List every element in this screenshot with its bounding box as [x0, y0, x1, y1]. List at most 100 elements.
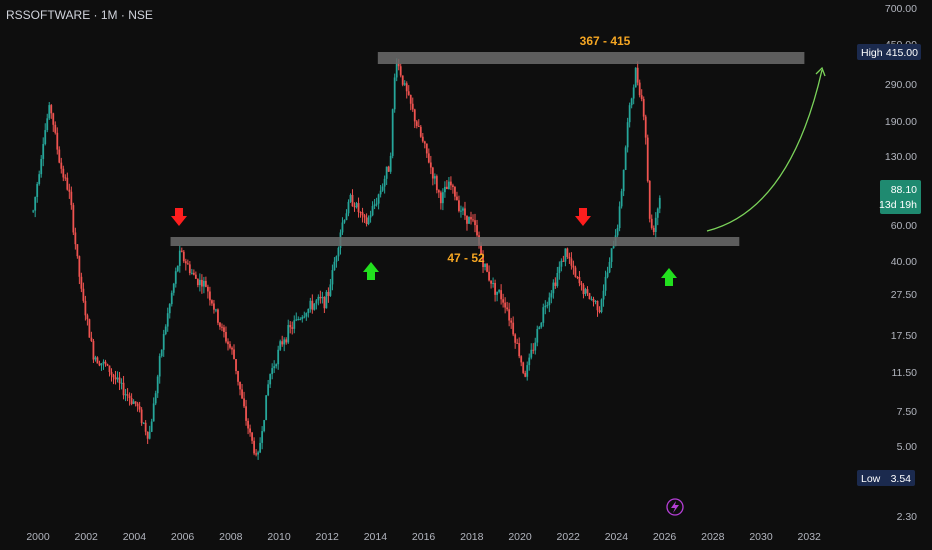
zone-label: 47 - 52 [447, 251, 485, 265]
candle-body [285, 339, 288, 343]
candle-body [297, 319, 300, 321]
candle-body [267, 384, 270, 396]
candle-body [421, 136, 424, 142]
lightning-icon[interactable] [666, 498, 684, 516]
y-tick-label: 11.50 [892, 367, 918, 379]
candle-body [307, 308, 310, 314]
candle-body [78, 256, 81, 277]
zones-layer: 367 - 415 47 - 52 [170, 34, 805, 265]
candle-body [433, 176, 436, 179]
candle-body [443, 186, 446, 193]
candle-body [88, 319, 91, 338]
candle-body [528, 357, 531, 366]
arrow-down-marker [171, 208, 187, 226]
candle-body [144, 422, 147, 432]
x-tick-label: 2018 [460, 531, 484, 543]
candle-body [355, 203, 358, 208]
candle-body [522, 362, 525, 373]
candle-body [445, 186, 448, 190]
candle-body [237, 370, 239, 382]
candle-body [351, 194, 354, 207]
candle-body [620, 191, 623, 207]
candle-body [215, 309, 217, 311]
candle-body [658, 197, 661, 209]
candle-body [632, 87, 635, 99]
candle-body [114, 377, 117, 380]
zone-box [377, 52, 805, 64]
candle-body [468, 217, 470, 224]
candle-body [323, 296, 326, 309]
candle-body [293, 320, 296, 329]
candle-body [486, 263, 488, 272]
candle-body [213, 303, 215, 310]
candle-body [241, 389, 243, 399]
candle-body [357, 203, 360, 213]
x-tick-label: 2000 [26, 531, 50, 543]
candle-body [182, 251, 185, 262]
candle-body [295, 319, 298, 321]
candle-body [66, 177, 69, 190]
candle-body [186, 263, 189, 265]
candle-body [289, 325, 292, 328]
candle-body [313, 303, 316, 310]
x-axis: 2000 2002 2004 2006 2008 2010 2012 2014 2016 2018… [26, 531, 821, 543]
candlestick-series [32, 58, 661, 460]
candle-body [233, 349, 235, 360]
y-axis: 700.00450.00290.00190.00130.0060.0040.00… [885, 3, 917, 523]
candle-body [409, 94, 412, 104]
candle-body [319, 296, 322, 299]
candle-body [347, 201, 350, 214]
candle-body [194, 274, 197, 279]
candle-body [582, 284, 585, 295]
candle-body [291, 327, 294, 329]
y-tick-label: 2.30 [897, 511, 918, 523]
candle-body [287, 325, 290, 343]
candle-body [452, 185, 454, 187]
candle-body [251, 432, 253, 441]
candle-body [84, 300, 87, 316]
candle-body [301, 317, 304, 319]
candle-body [502, 299, 505, 303]
zone-box [170, 237, 740, 246]
candle-body [148, 431, 151, 439]
candle-body [64, 177, 67, 179]
high-badge-value: 415.00 [886, 47, 918, 59]
candle-body [269, 374, 272, 385]
candle-body [512, 322, 515, 335]
candle-body [413, 109, 416, 122]
candle-body [439, 192, 442, 204]
candle-body [405, 83, 408, 92]
candle-body [369, 215, 372, 218]
candle-body [235, 359, 237, 371]
candle-body [448, 181, 450, 190]
candle-body [395, 63, 398, 78]
candle-body [204, 280, 207, 287]
candle-body [60, 162, 63, 169]
candle-body [550, 293, 553, 298]
candle-body [227, 341, 229, 345]
candle-body [349, 194, 352, 202]
candle-body [104, 361, 107, 365]
candle-body [417, 125, 420, 127]
candle-body [337, 247, 340, 257]
candle-body [219, 322, 221, 327]
candle-body [335, 256, 338, 262]
candle-body [464, 208, 466, 216]
candle-body [333, 261, 336, 271]
candle-body [584, 289, 587, 295]
candle-body [454, 186, 456, 197]
candle-body [279, 341, 282, 350]
candle-body [612, 246, 615, 249]
candle-body [42, 144, 45, 159]
candle-body [544, 305, 547, 308]
candle-body [329, 284, 332, 296]
candle-body [558, 266, 561, 273]
candle-body [586, 289, 589, 294]
zone-label: 367 - 415 [580, 34, 631, 48]
candle-body [136, 403, 139, 407]
candle-body [207, 286, 209, 292]
candle-body [554, 282, 557, 286]
symbol-header[interactable]: RSSOFTWARE · 1M · NSE [6, 8, 153, 22]
